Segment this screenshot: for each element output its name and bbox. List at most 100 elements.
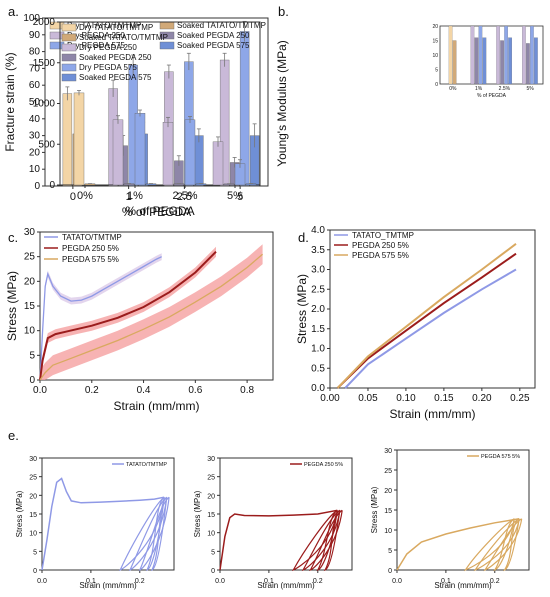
y-tick-label: 10 (384, 528, 392, 535)
x-tick-label: 0.2 (490, 578, 500, 585)
y-tick-label: 0 (33, 568, 37, 575)
inset-y-tick: 5 (435, 68, 438, 74)
inset-frame (439, 25, 544, 85)
y-tick-label: 20 (29, 493, 37, 500)
x-tick-label: 0.0 (215, 578, 225, 585)
y-tick-label: 3.5 (311, 245, 325, 256)
y-tick-label: 0 (49, 180, 55, 191)
legend-entry: Soaked PEGDA 575 (79, 73, 152, 82)
std-band (40, 244, 263, 380)
legend-entry: Dry PEGDA 250 (67, 31, 125, 40)
y-tick-label: 10 (24, 326, 36, 337)
legend-entry: Soaked TATATO/TMTMP (79, 33, 168, 42)
inset-x-tick: 5% (527, 86, 535, 92)
series-line (39, 250, 217, 381)
x-tick-label: 0.6 (188, 385, 202, 396)
inset-bar (496, 25, 500, 85)
cycle-loop (483, 518, 523, 572)
y-tick-label: 10 (29, 164, 41, 175)
x-tick-label: 0.10 (396, 393, 416, 404)
y-tick-label: 25 (29, 475, 37, 482)
series-line (344, 268, 517, 389)
y-tick-label: 30 (384, 448, 392, 455)
legend-swatch (159, 31, 175, 40)
loading-curve (41, 477, 165, 571)
y-tick-label: 1.0 (311, 344, 325, 355)
plot-frame (396, 449, 530, 571)
x-tick-label: 0.2 (135, 578, 145, 585)
x-tick-label: 0.0 (37, 578, 47, 585)
y-tick-label: 30 (24, 227, 36, 238)
y-tick-label: 30 (29, 131, 41, 142)
x-tick-label: 0.1 (264, 578, 274, 585)
panel-label: b. (278, 4, 289, 19)
x-category-label: 5% (227, 190, 243, 202)
y-tick-label: 4.0 (311, 225, 325, 236)
legend-swatch (61, 33, 77, 42)
y-tick-label: 25 (384, 468, 392, 475)
panel-label: a. (8, 4, 19, 19)
x-tick-label: 0.25 (510, 393, 530, 404)
legend-swatch (61, 23, 77, 32)
legend-entry: Dry PEGDA 250 (79, 43, 137, 52)
y-tick-label: 20 (24, 276, 36, 287)
y-tick-label: 2.5 (311, 284, 325, 295)
legend-entry: TATATO_TMTMP (352, 231, 414, 240)
y-tick-label: 5 (33, 549, 37, 556)
y-axis-title: Stress (MPa) (295, 274, 309, 344)
inset-bar (526, 43, 530, 85)
x-tick-label: 0.8 (240, 385, 254, 396)
y-tick-label: 10 (29, 531, 37, 538)
y-tick-label: 2.0 (311, 304, 325, 315)
x-tick-label: 0.0 (33, 385, 47, 396)
y-tick-label: 500 (38, 139, 55, 150)
legend-entry: Dry TATATO/TMTMP (67, 21, 141, 30)
y-tick-label: 80 (29, 47, 41, 58)
x-tick-label: 0.1 (441, 578, 451, 585)
x-tick-label: 0.15 (434, 393, 454, 404)
legend-swatch (159, 21, 175, 30)
inset-y-tick: 10 (432, 53, 438, 59)
x-category-label: 0 (70, 191, 76, 203)
inset-bar (482, 37, 487, 85)
inset-bar (448, 25, 453, 85)
legend-entry: Dry PEGDA 575 (79, 63, 137, 72)
y-axis-title: Stress (MPa) (5, 271, 19, 341)
cycle-loop (309, 509, 343, 572)
inset-bar (508, 37, 512, 85)
y-tick-label: 30 (207, 456, 215, 463)
loading-curve (396, 518, 520, 571)
y-tick-label: 0 (34, 181, 40, 192)
inset-bar (500, 40, 504, 85)
inset-bar (470, 25, 475, 85)
legend-swatch (159, 41, 175, 50)
bar (194, 135, 204, 187)
series-line (39, 253, 264, 381)
legend-entry: TATATO/TMTMP (126, 462, 167, 468)
y-tick-label: 20 (29, 147, 41, 158)
y-axis-title: Fracture strain (%) (3, 52, 17, 151)
y-tick-label: 15 (24, 301, 36, 312)
x-axis-title: Strain (mm/mm) (79, 581, 137, 590)
panel-label: d. (298, 230, 309, 245)
inset-y-tick: 15 (432, 39, 438, 45)
y-tick-label: 15 (384, 508, 392, 515)
x-category-label: 2.5 (177, 191, 192, 203)
inset-y-tick: 0 (435, 82, 438, 88)
x-axis-title: Strain (mm/mm) (257, 581, 315, 590)
cycle-loop (150, 496, 168, 572)
x-axis-title: % of PEGDA (125, 204, 194, 218)
y-axis-title: Stress (MPa) (15, 490, 24, 537)
y-tick-label: 15 (29, 512, 37, 519)
x-tick-label: 0.2 (313, 578, 323, 585)
legend-swatch (61, 63, 77, 72)
inset-x-tick: 2.5% (499, 86, 511, 92)
bar (62, 93, 73, 187)
legend-entry: PEGDA 250 5% (352, 241, 409, 250)
